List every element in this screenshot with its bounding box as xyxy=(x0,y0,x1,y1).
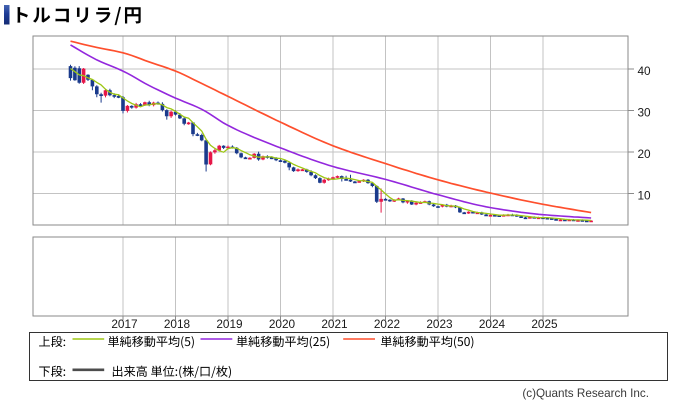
svg-text:2018: 2018 xyxy=(164,317,191,331)
svg-text:2025: 2025 xyxy=(531,317,558,331)
svg-text:2017: 2017 xyxy=(111,317,137,331)
svg-text:2022: 2022 xyxy=(374,317,400,331)
svg-text:40: 40 xyxy=(638,64,652,78)
svg-text:2021: 2021 xyxy=(321,317,347,331)
svg-text:(c)Quants Research Inc.: (c)Quants Research Inc. xyxy=(522,387,649,400)
svg-text:10: 10 xyxy=(638,189,652,203)
svg-text:2020: 2020 xyxy=(269,317,296,331)
svg-text:30: 30 xyxy=(638,106,652,120)
svg-text:2023: 2023 xyxy=(426,317,453,331)
svg-text:2024: 2024 xyxy=(479,317,506,331)
svg-text:20: 20 xyxy=(638,147,652,161)
svg-text:2019: 2019 xyxy=(216,317,242,331)
